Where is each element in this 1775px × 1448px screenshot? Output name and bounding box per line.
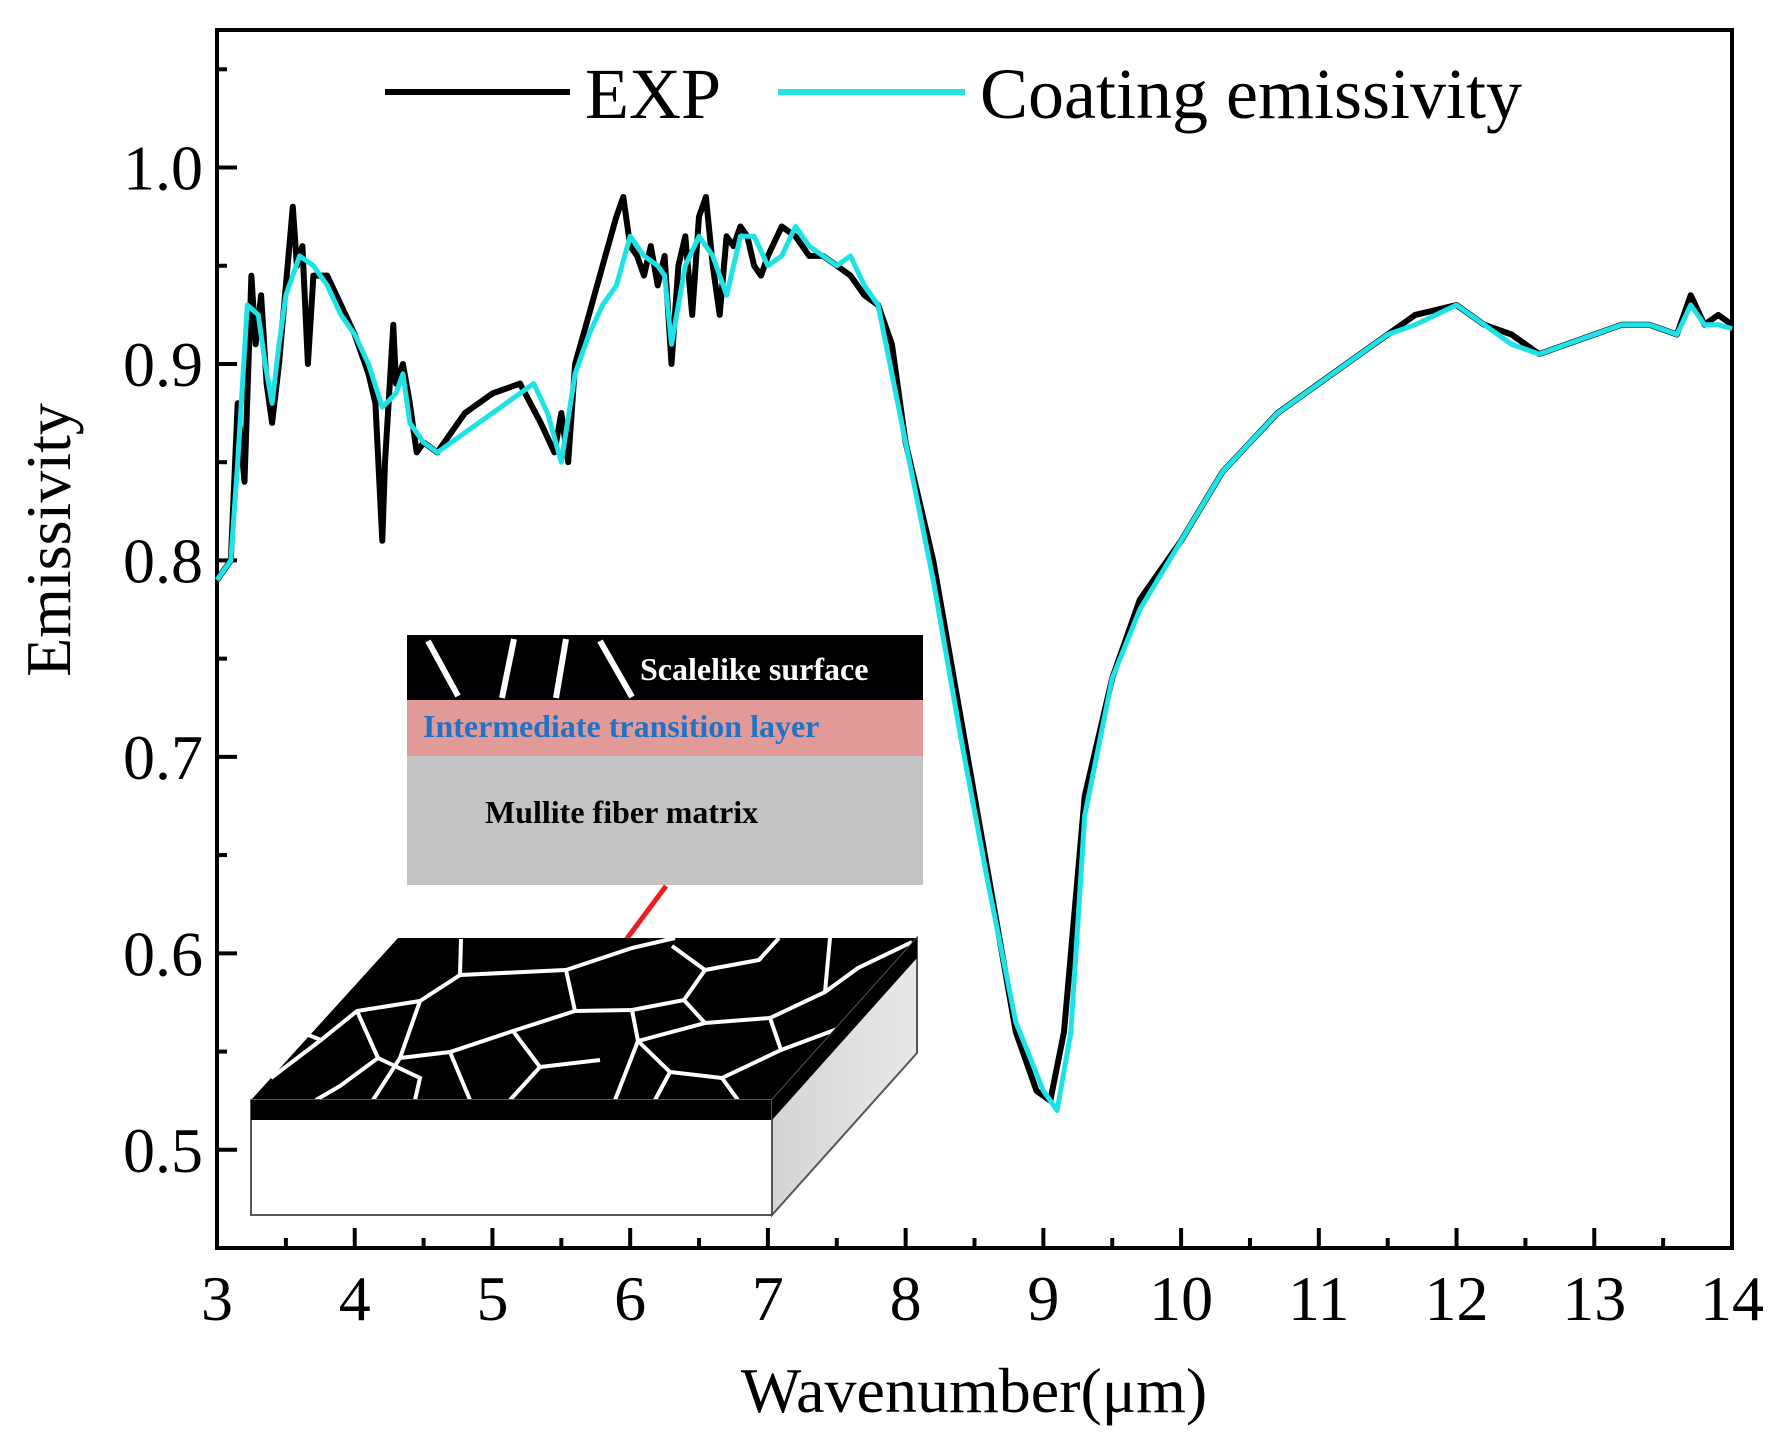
scale-line [499,638,517,699]
scale-line [425,639,461,698]
series-line-coating [214,224,1733,1113]
y-axis-ticks: 0.5 0.6 0.7 0.8 0.9 1.0 [123,67,237,1250]
x-axis-ticks: 3 4 5 6 7 8 9 10 11 12 13 14 [201,1228,1764,1334]
transition-layer [407,700,923,756]
x-tick-label: 4 [339,1263,371,1334]
x-tick-label: 9 [1027,1263,1059,1334]
scale-line [597,639,635,699]
x-tick-label: 8 [890,1263,922,1334]
y-tick-label: 0.8 [123,525,203,596]
legend: EXP Coating emissivity [385,54,1522,134]
x-tick-label: 12 [1425,1263,1489,1334]
y-axis-title: Emissivity [13,403,84,677]
y-tick-label: 0.6 [123,918,203,989]
y-tick-label: 1.0 [123,133,203,204]
legend-label-coating: Coating emissivity [980,54,1522,134]
x-axis-title: Wavenumber(μm) [741,1355,1207,1426]
x-tick-label: 11 [1288,1263,1350,1334]
block-top-face [251,938,917,1100]
mullite-matrix-label: Mullite fiber matrix [485,794,758,830]
scale-line [553,638,569,699]
transition-layer-label: Intermediate transition layer [423,708,819,744]
x-tick-label: 6 [614,1263,646,1334]
y-tick-label: 0.7 [123,722,203,793]
inset-schematic: Scalelike surface Intermediate transitio… [250,635,923,1218]
legend-label-exp: EXP [585,54,721,134]
y-tick-label: 0.5 [123,1115,203,1186]
scalelike-surface-label: Scalelike surface [640,651,868,687]
mullite-matrix-layer [407,756,923,885]
y-tick-label: 0.9 [123,329,203,400]
x-tick-label: 5 [476,1263,508,1334]
block-coating-strip [251,1100,772,1120]
block-side-coating [772,938,917,1120]
scalelike-surface-layer [407,635,923,700]
x-tick-label: 10 [1149,1263,1213,1334]
x-tick-label: 7 [752,1263,784,1334]
x-tick-label: 3 [201,1263,233,1334]
x-tick-label: 13 [1562,1263,1626,1334]
x-tick-label: 14 [1700,1263,1764,1334]
series-layer [214,194,1734,1113]
